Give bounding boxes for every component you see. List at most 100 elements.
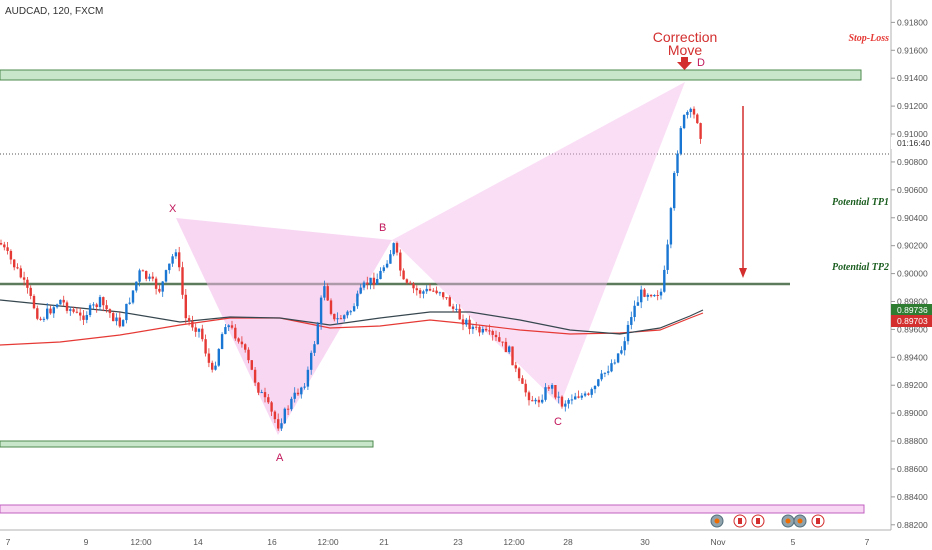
candle-body	[178, 252, 181, 268]
candle-body	[544, 387, 547, 400]
candle-body	[204, 339, 207, 354]
economic-event-icon[interactable]	[793, 514, 807, 528]
svg-text:01:16:40: 01:16:40	[897, 138, 930, 148]
candle-body	[230, 325, 234, 328]
candle-body	[376, 279, 379, 285]
time-tick-label: 12:00	[317, 537, 339, 547]
candles-group	[0, 106, 702, 431]
candle-body	[323, 286, 326, 298]
price-tick-label: 0.89400	[897, 352, 928, 362]
economic-event-icon[interactable]	[710, 514, 724, 528]
candle-body	[336, 318, 339, 320]
candle-body	[412, 283, 415, 289]
price-tick-label: 0.90000	[897, 269, 928, 279]
target-arrow-icon	[739, 268, 747, 278]
candle-body	[250, 360, 253, 370]
candle-body	[65, 302, 69, 311]
canada-flag-icon[interactable]	[811, 514, 825, 528]
economic-events[interactable]	[710, 514, 825, 528]
candle-body	[425, 288, 428, 292]
candle-body	[98, 297, 102, 308]
correction-label-line2: Move	[668, 42, 702, 58]
candle-body	[560, 396, 564, 407]
candle-body	[471, 326, 475, 330]
time-tick-label: 21	[379, 537, 389, 547]
time-tick-label: 12:00	[130, 537, 152, 547]
candle-body	[583, 393, 587, 396]
candle-body	[432, 290, 435, 292]
price-tick-label: 0.88400	[897, 492, 928, 502]
candle-body	[277, 419, 280, 429]
bcd-triangle	[392, 82, 685, 405]
candle-body	[346, 311, 349, 316]
candle-body	[392, 243, 395, 255]
candle-body	[580, 395, 583, 398]
candle-body	[280, 423, 283, 429]
candle-body	[154, 278, 158, 289]
time-axis: 7 9 12:00 14 16 12:00 21 23 12:00 28 30 Nov 5 7	[6, 537, 870, 547]
candle-body	[105, 305, 108, 310]
candle-body	[329, 300, 333, 314]
symbol-header: AUDCAD, 120, FXCM	[5, 6, 103, 17]
candle-body	[253, 369, 257, 383]
candle-body	[244, 344, 247, 350]
candle-body	[593, 385, 597, 390]
time-tick-label: 7	[6, 537, 11, 547]
pattern-label-x: X	[169, 203, 177, 215]
candle-body	[541, 399, 544, 403]
candle-body	[435, 290, 438, 294]
candle-body	[88, 305, 92, 316]
candle-body	[385, 263, 389, 268]
candle-body	[481, 328, 484, 333]
candle-body	[158, 288, 161, 292]
candle-body	[616, 353, 620, 363]
economic-event-icon[interactable]	[781, 514, 795, 528]
price-tick-label: 0.90400	[897, 213, 928, 223]
candle-body	[79, 312, 82, 316]
correction-label-line1: Correction	[653, 29, 718, 45]
candle-body	[62, 299, 65, 303]
candle-body	[118, 317, 121, 327]
candle-body	[607, 371, 610, 373]
candle-body	[13, 259, 16, 268]
candle-body	[19, 268, 22, 278]
time-tick-label: 16	[267, 537, 277, 547]
canada-flag-icon[interactable]	[733, 514, 747, 528]
candle-body	[247, 349, 250, 361]
ma-value-tag: 0.89703	[891, 315, 932, 327]
candle-body	[570, 399, 574, 401]
candle-body	[524, 383, 527, 393]
canada-flag-icon[interactable]	[751, 514, 765, 528]
price-tick-label: 0.89200	[897, 380, 928, 390]
candle-body	[686, 112, 689, 115]
candle-body	[112, 313, 115, 322]
time-tick-label: 5	[791, 537, 796, 547]
candle-body	[379, 270, 382, 280]
candle-body	[666, 244, 669, 270]
moving-average-red	[0, 312, 704, 346]
candle-body	[214, 365, 217, 370]
candle-body	[455, 308, 458, 310]
candle-body	[428, 288, 432, 291]
candle-body	[610, 363, 613, 372]
candle-body	[465, 319, 468, 325]
candle-body	[395, 243, 399, 253]
candle-body	[135, 281, 138, 291]
candle-body	[682, 114, 686, 129]
candle-body	[359, 287, 362, 294]
candle-body	[326, 286, 329, 301]
candle-body	[148, 276, 151, 279]
time-tick-label: 9	[84, 537, 89, 547]
candle-body	[488, 330, 491, 332]
candle-body	[290, 398, 293, 410]
candle-body	[22, 277, 26, 280]
candle-body	[620, 350, 623, 354]
candle-body	[102, 297, 105, 306]
candle-body	[220, 334, 224, 350]
candle-body	[514, 365, 517, 369]
candle-body	[597, 379, 600, 386]
candle-body	[181, 267, 184, 295]
candle-body	[306, 369, 310, 387]
candle-body	[39, 318, 42, 320]
